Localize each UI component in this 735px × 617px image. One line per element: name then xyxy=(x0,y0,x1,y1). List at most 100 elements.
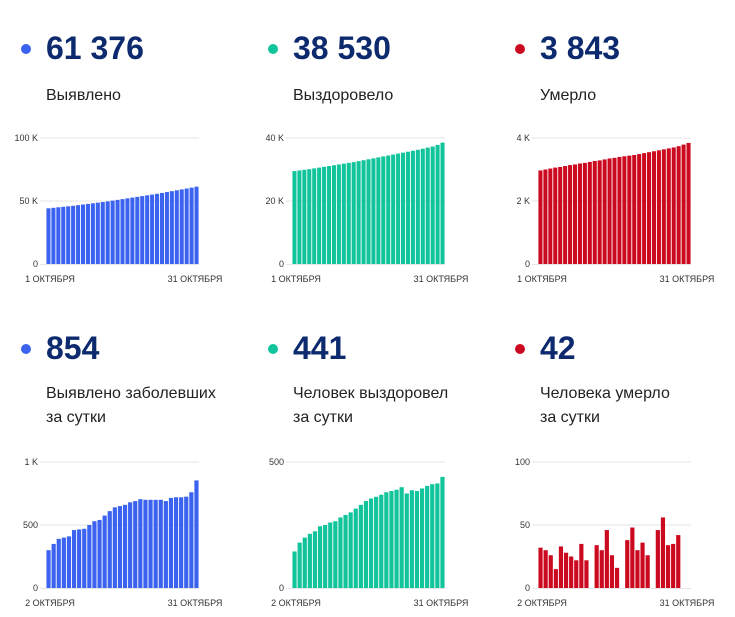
bar xyxy=(112,507,117,588)
bar xyxy=(143,499,148,588)
x-tick-label-start: 2 ОКТЯБРЯ xyxy=(271,598,321,608)
bar xyxy=(410,150,415,264)
stat-number: 441 xyxy=(293,330,347,366)
stat-label-line2: за сутки xyxy=(46,409,106,426)
bullet-icon xyxy=(515,44,525,54)
x-tick-label-start: 2 ОКТЯБРЯ xyxy=(517,598,567,608)
y-tick-label: 50 K xyxy=(19,196,38,206)
stat-label: Умерло xyxy=(540,87,597,104)
chart-deaths-daily: 0 50 100 2 ОКТЯБРЯ 31 ОКТЯБРЯ xyxy=(515,457,714,608)
bar xyxy=(635,550,640,588)
bar xyxy=(138,499,143,588)
bullet-icon xyxy=(268,44,278,54)
bullet-icon xyxy=(21,344,31,354)
bar xyxy=(396,153,401,264)
chart-recovered-total: 0 20 K 40 K 1 ОКТЯБРЯ 31 ОКТЯБРЯ xyxy=(265,133,468,284)
bar xyxy=(184,188,189,264)
bar xyxy=(71,205,76,264)
bar xyxy=(163,501,168,588)
bar xyxy=(353,508,358,588)
bar xyxy=(122,504,128,588)
bar xyxy=(168,497,174,588)
stat-number: 3 843 xyxy=(540,30,621,66)
bar xyxy=(435,483,440,588)
bar xyxy=(647,152,652,264)
x-tick-label-end: 31 ОКТЯБРЯ xyxy=(168,274,223,284)
bar xyxy=(51,207,56,264)
bar xyxy=(599,550,604,588)
bar xyxy=(609,555,615,588)
bar xyxy=(579,543,584,588)
bar xyxy=(381,156,386,264)
bar xyxy=(66,206,71,264)
bar xyxy=(312,531,318,588)
y-tick-label: 2 K xyxy=(516,196,530,206)
bar xyxy=(51,543,56,588)
bar xyxy=(414,490,420,588)
bar xyxy=(558,546,564,588)
bar xyxy=(430,146,435,264)
stat-number: 38 530 xyxy=(293,30,391,66)
bar xyxy=(100,202,105,264)
x-tick-label-start: 1 ОКТЯБРЯ xyxy=(517,274,567,284)
bar xyxy=(46,550,51,588)
bar xyxy=(440,142,445,264)
y-tick-label: 0 xyxy=(33,259,38,269)
bar xyxy=(133,501,138,588)
bar xyxy=(348,512,353,588)
bar xyxy=(153,499,158,588)
stat-label: Выздоровело xyxy=(293,87,394,104)
y-tick-label: 40 K xyxy=(265,133,284,143)
bar xyxy=(292,551,297,588)
bar xyxy=(323,525,328,588)
bar xyxy=(425,147,430,264)
bar xyxy=(394,489,399,588)
bar xyxy=(686,142,691,264)
bar xyxy=(351,162,356,264)
bar xyxy=(404,493,409,588)
bar xyxy=(317,526,323,588)
bar xyxy=(630,527,635,588)
bullet-icon xyxy=(515,344,525,354)
bar xyxy=(194,186,199,264)
bar xyxy=(326,166,332,264)
bar xyxy=(594,545,599,588)
y-tick-label: 100 xyxy=(515,457,530,467)
bar xyxy=(671,147,676,264)
bar xyxy=(155,193,160,264)
bar xyxy=(604,530,609,588)
bar xyxy=(135,196,140,264)
stat-label-line2: за сутки xyxy=(293,409,353,426)
y-tick-label: 100 K xyxy=(14,133,38,143)
bar xyxy=(61,206,66,264)
bar xyxy=(125,198,130,264)
chart-recovered-daily: 0 500 2 ОКТЯБРЯ 31 ОКТЯБРЯ xyxy=(269,457,468,608)
bar xyxy=(117,506,123,588)
bar xyxy=(189,492,194,588)
chart-detected-total: 0 50 K 100 K 1 ОКТЯБРЯ 31 ОКТЯБРЯ xyxy=(14,133,223,284)
bar xyxy=(376,157,381,264)
bar xyxy=(341,163,346,264)
bar xyxy=(405,151,411,264)
bar xyxy=(343,514,348,588)
x-tick-label-start: 1 ОКТЯБРЯ xyxy=(271,274,321,284)
bar xyxy=(366,159,371,264)
bar xyxy=(389,490,394,588)
bar xyxy=(307,533,312,588)
bar xyxy=(384,492,389,588)
y-tick-label: 1 K xyxy=(24,457,38,467)
bar xyxy=(363,501,369,588)
y-tick-label: 0 xyxy=(525,259,530,269)
bar xyxy=(676,146,681,264)
bar xyxy=(336,164,341,264)
bar xyxy=(574,560,579,588)
bar xyxy=(77,529,82,588)
bar xyxy=(553,167,558,264)
bar xyxy=(592,160,597,264)
y-tick-label: 500 xyxy=(269,457,284,467)
bar xyxy=(331,165,336,264)
stat-label: Выявлено xyxy=(46,87,121,104)
stat-label-line2: за сутки xyxy=(540,409,600,426)
bar xyxy=(71,530,77,588)
bar xyxy=(548,168,553,264)
